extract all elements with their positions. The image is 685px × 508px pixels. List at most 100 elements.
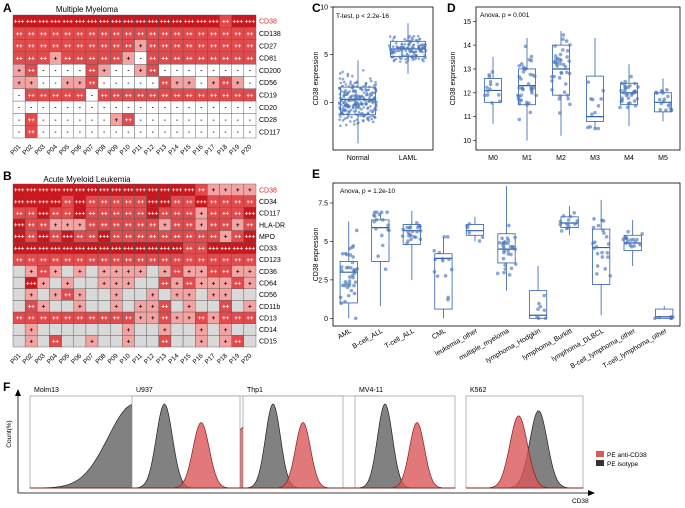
data-point	[373, 96, 376, 99]
heatmap-multiple-myeloma: +++ +++ +++ +++ +++ +++ +++ +++ +++ +++ +++ +++ +++ +…	[9, 14, 281, 157]
data-point	[568, 214, 573, 219]
data-point	[354, 107, 357, 110]
data-point	[565, 93, 570, 98]
heat-cell-label: ++	[234, 56, 242, 62]
heat-cell-label: ++	[28, 69, 36, 75]
data-point	[666, 94, 670, 99]
data-point	[516, 97, 521, 101]
data-point	[405, 39, 408, 42]
data-point	[596, 223, 601, 228]
heat-cell-label: ++	[161, 81, 169, 87]
heat-cell-label: ++	[149, 32, 157, 38]
data-point	[440, 256, 445, 261]
data-point	[338, 92, 342, 96]
heat-cell-label: -	[225, 118, 227, 124]
data-point	[398, 60, 402, 63]
heat-cell-label: +	[29, 328, 33, 334]
data-point	[497, 92, 501, 97]
data-point	[421, 50, 424, 54]
heat-row-label: CD27	[259, 43, 277, 50]
heat-col-label: P12	[143, 143, 156, 156]
heat-cell-label: ++	[246, 258, 254, 264]
data-point	[594, 245, 599, 249]
heat-cell-label: ++	[210, 93, 218, 99]
data-point	[666, 103, 671, 108]
heat-cell-label: +++	[75, 188, 86, 194]
y-tick-label: 5	[324, 52, 328, 59]
heat-cell-label: +++	[111, 246, 122, 252]
heat-cell-label: ++	[28, 118, 36, 124]
heat-cell-label: -	[30, 106, 32, 112]
data-point	[372, 213, 376, 217]
heat-cell	[146, 323, 159, 336]
heat-cell-label: ++	[161, 56, 169, 62]
data-point	[355, 101, 359, 104]
data-point	[387, 228, 391, 233]
heat-col-label: P18	[216, 143, 229, 156]
data-point	[432, 248, 437, 253]
data-point	[517, 86, 521, 90]
heat-cell-label: ++	[28, 305, 36, 311]
data-point	[417, 46, 421, 50]
heat-cell-label: +++	[75, 246, 86, 252]
heat-cell-label: ++	[210, 211, 218, 217]
y-axis-label: CD38 expression	[313, 228, 320, 282]
data-point	[519, 62, 524, 66]
heat-cell-label: +++	[220, 246, 231, 252]
data-point	[435, 274, 440, 278]
data-point	[338, 118, 341, 121]
heat-cell-label: ++	[40, 258, 48, 264]
heat-cell-label: ++	[125, 223, 133, 229]
heat-cell-label: ++	[234, 339, 242, 345]
data-point	[521, 70, 526, 74]
data-point	[412, 43, 416, 47]
heat-col-label: P16	[192, 143, 205, 156]
heat-cell-label: ++	[161, 258, 169, 264]
data-point	[503, 263, 507, 267]
box-iqr	[655, 308, 674, 319]
data-point	[619, 81, 624, 86]
heat-cell-label: ++	[137, 235, 145, 241]
heat-cell-label: +++	[160, 246, 171, 252]
data-point	[500, 241, 505, 246]
heat-cell	[12, 323, 26, 336]
data-point	[374, 102, 378, 106]
heat-cell-label: +++	[245, 246, 256, 252]
data-point	[629, 244, 634, 249]
heat-cell	[61, 335, 74, 348]
data-point	[529, 58, 534, 63]
heat-cell-label: ++	[88, 44, 96, 50]
heat-cell-label: -	[237, 106, 239, 112]
heat-cell-label: ++	[101, 200, 109, 206]
heat-row-label: CD117	[259, 129, 280, 136]
heat-cell-label: +	[78, 223, 82, 229]
data-point	[522, 67, 527, 71]
heat-cell-label: -	[127, 81, 129, 87]
heat-cell-label: +	[200, 281, 204, 287]
heat-cell-label: ++	[174, 44, 182, 50]
data-point	[408, 34, 412, 38]
heat-cell	[170, 323, 184, 336]
heat-col-label: P11	[131, 352, 144, 365]
heat-cell-label: +++	[75, 200, 86, 206]
box-iqr	[586, 75, 604, 122]
heat-cell-label: ++	[161, 305, 169, 311]
heat-cell-label: +	[66, 223, 70, 229]
heat-cell-label: +	[42, 305, 46, 311]
data-point	[559, 71, 564, 75]
heat-cell-label: ++	[137, 32, 145, 38]
heat-cell-label: -	[67, 69, 69, 75]
panel-a-title: Multiple Myeloma	[56, 5, 119, 14]
data-point	[357, 114, 360, 117]
heat-cell-label: -	[91, 118, 93, 124]
data-point	[553, 44, 557, 48]
data-point	[635, 96, 640, 101]
data-point	[564, 226, 569, 231]
data-point	[563, 64, 568, 69]
heat-cell-label: +	[127, 56, 131, 62]
heat-cell-label: -	[79, 69, 81, 75]
heat-cell-label: -	[176, 118, 178, 124]
data-point	[572, 211, 577, 215]
heat-cell-label: -	[164, 106, 166, 112]
data-point	[600, 255, 605, 259]
